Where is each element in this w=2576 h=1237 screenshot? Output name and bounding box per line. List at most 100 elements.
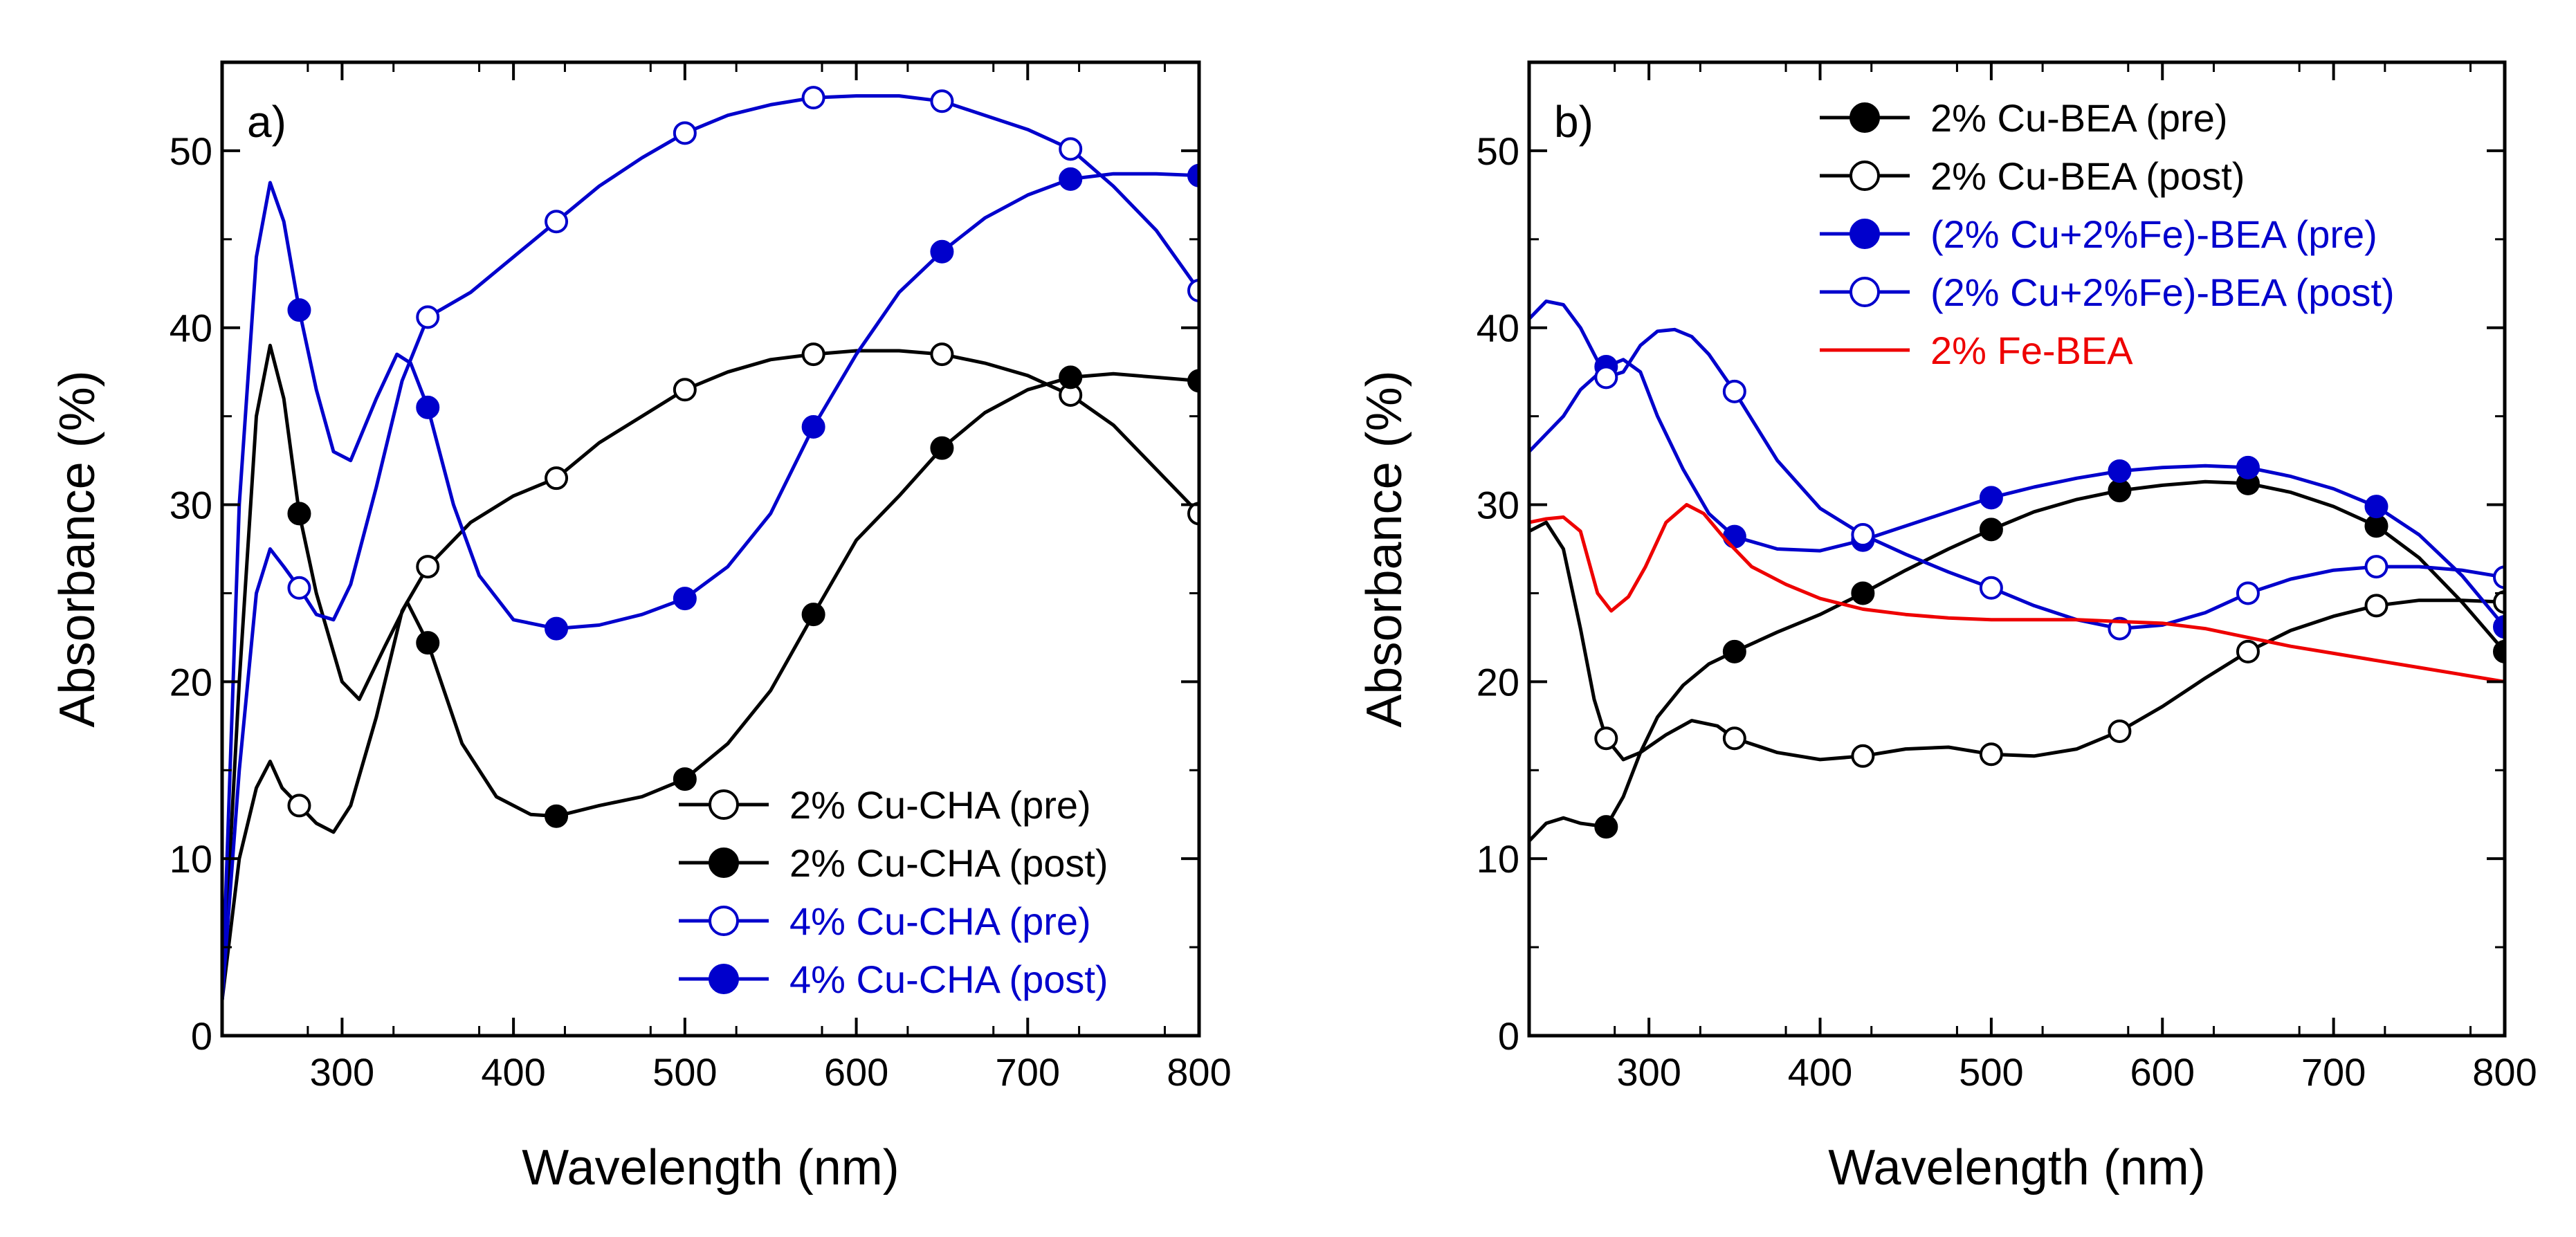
data-point-2-cu-bea-post — [2364, 594, 2388, 618]
data-point-4-cu-cha-post — [1059, 167, 1083, 191]
y-tick-label: 10 — [170, 837, 212, 881]
panel-label: b) — [1554, 97, 1593, 147]
legend: 2% Cu-BEA (pre) 2% Cu-BEA (post) (2% Cu+2%… — [1820, 96, 2395, 372]
y-tick-label: 50 — [1477, 129, 1519, 173]
data-point-2-cu-2-fe-bea-pre — [2493, 615, 2505, 639]
y-tick-label: 30 — [1477, 484, 1519, 527]
plot-frame — [1527, 60, 2507, 1038]
data-point-2-cu-cha-post — [1187, 369, 1199, 393]
data-point-4-cu-cha-pre — [416, 305, 440, 329]
data-point-2-cu-cha-post — [287, 502, 311, 526]
y-tick-label: 20 — [170, 660, 212, 704]
x-tick-label: 500 — [1959, 1050, 2023, 1094]
data-point-4-cu-cha-post — [930, 239, 954, 264]
data-point-4-cu-cha-post — [673, 587, 697, 611]
series-line-2-cu-bea-pre — [1529, 479, 2505, 843]
data-point-4-cu-cha-pre — [1059, 137, 1083, 161]
x-tick-label: 300 — [1616, 1050, 1681, 1094]
x-tick-label: 600 — [824, 1050, 888, 1094]
data-point-4-cu-cha-post — [416, 395, 440, 419]
y-tick-label: 0 — [191, 1014, 212, 1058]
data-point-2-cu-cha-post — [801, 603, 825, 627]
data-point-4-cu-cha-pre — [287, 576, 311, 600]
x-tick-label: 300 — [310, 1050, 374, 1094]
x-tick-label: 700 — [996, 1050, 1060, 1094]
legend-marker-2-cu-bea-pre — [1849, 102, 1880, 133]
data-point-2-cu-bea-post — [1594, 726, 1618, 751]
series-line-2-cu-2-fe-bea-pre — [1529, 358, 2505, 628]
x-tick-label: 400 — [1788, 1050, 1852, 1094]
x-tick-label: 400 — [481, 1050, 545, 1094]
plot-frame — [220, 60, 1201, 1038]
data-point-4-cu-cha-pre — [801, 86, 825, 110]
data-point-2-cu-bea-pre — [2364, 514, 2388, 538]
data-point-4-cu-cha-post — [801, 414, 825, 439]
y-tick-label: 10 — [1477, 837, 1519, 881]
legend-marker-4-cu-cha-post — [709, 964, 739, 994]
data-point-2-cu-bea-post — [1979, 742, 2003, 767]
y-tick-label: 50 — [170, 129, 212, 173]
y-tick-label: 40 — [1477, 306, 1519, 350]
data-point-2-cu-2-fe-bea-pre — [1979, 486, 2003, 510]
data-point-2-cu-2-fe-bea-pre — [2108, 459, 2132, 483]
data-point-2-cu-2-fe-bea-post — [1979, 576, 2003, 600]
x-tick-label: 700 — [2301, 1050, 2366, 1094]
data-point-4-cu-cha-pre — [545, 210, 569, 234]
data-point-2-cu-bea-post — [1722, 726, 1746, 751]
data-point-2-cu-cha-post — [930, 436, 954, 460]
data-point-2-cu-2-fe-bea-post — [1722, 379, 1746, 403]
legend-label-2-cu-bea-post: 2% Cu-BEA (post) — [1930, 154, 2245, 198]
data-point-2-cu-bea-pre — [1722, 639, 1746, 663]
series-line-2-fe-bea — [1529, 503, 2505, 684]
data-point-2-cu-bea-post — [1851, 744, 1875, 768]
data-point-2-cu-cha-pre — [287, 794, 311, 818]
series-line-2-cu-bea-post — [1529, 520, 2505, 762]
data-point-4-cu-cha-pre — [930, 89, 954, 113]
x-axis-label: Wavelength (nm) — [1828, 1140, 2206, 1195]
legend-marker-4-cu-cha-pre — [709, 906, 739, 936]
legend-marker-2-cu-bea-post — [1849, 161, 1880, 191]
data-point-2-cu-cha-post — [416, 631, 440, 655]
legend-label-2-cu-2-fe-bea-post: (2% Cu+2%Fe)-BEA (post) — [1930, 271, 2395, 314]
data-point-2-cu-bea-pre — [2493, 639, 2505, 663]
legend-label-4-cu-cha-post: 4% Cu-CHA (post) — [789, 957, 1108, 1001]
y-tick-label: 40 — [170, 306, 212, 350]
legend-label-2-cu-cha-post: 2% Cu-CHA (post) — [789, 841, 1108, 885]
panel-b: 300 400 500 600 700 800 0 10 20 30 40 50 Wavelength … — [1357, 60, 2537, 1195]
panel-label: a) — [247, 97, 286, 147]
data-point-2-cu-cha-post — [545, 804, 569, 828]
y-axis-label: Absorbance (%) — [50, 370, 105, 727]
legend-label-2-cu-cha-pre: 2% Cu-CHA (pre) — [789, 783, 1091, 827]
data-point-2-cu-bea-pre — [1594, 815, 1618, 839]
data-point-2-cu-cha-post — [1059, 365, 1083, 390]
legend-marker-2-cu-cha-post — [709, 847, 739, 878]
legend-marker-2-cu-cha-pre — [709, 789, 739, 820]
data-point-2-cu-2-fe-bea-pre — [2364, 495, 2388, 519]
data-point-2-cu-cha-pre — [930, 342, 954, 367]
x-tick-label: 600 — [2130, 1050, 2195, 1094]
legend-marker-2-cu-2-fe-bea-post — [1849, 277, 1880, 307]
data-point-2-cu-2-fe-bea-post — [1594, 365, 1618, 390]
data-point-2-cu-bea-pre — [2108, 479, 2132, 503]
x-axis-label: Wavelength (nm) — [522, 1140, 899, 1195]
plot-area — [222, 86, 1199, 1001]
data-point-4-cu-cha-pre — [1187, 279, 1199, 303]
data-point-4-cu-cha-pre — [673, 121, 697, 145]
data-point-2-cu-cha-pre — [801, 342, 825, 367]
y-tick-label: 20 — [1477, 660, 1519, 704]
data-point-2-cu-cha-pre — [416, 555, 440, 579]
data-point-2-cu-2-fe-bea-post — [2493, 565, 2505, 589]
data-point-4-cu-cha-post — [287, 298, 311, 322]
legend-label-2-fe-bea: 2% Fe-BEA — [1930, 329, 2133, 372]
data-point-2-cu-2-fe-bea-post — [2236, 581, 2260, 605]
data-point-2-cu-bea-post — [2493, 590, 2505, 614]
legend-label-2-cu-bea-pre: 2% Cu-BEA (pre) — [1930, 96, 2228, 140]
data-point-2-cu-2-fe-bea-post — [2364, 555, 2388, 579]
data-point-2-cu-2-fe-bea-post — [1851, 523, 1875, 547]
legend: 2% Cu-CHA (pre) 2% Cu-CHA (post) 4% Cu-CHA… — [679, 783, 1108, 1001]
legend-marker-2-cu-2-fe-bea-pre — [1849, 219, 1880, 249]
y-tick-label: 0 — [1498, 1014, 1519, 1058]
data-point-2-cu-bea-post — [2236, 639, 2260, 663]
data-point-2-cu-bea-post — [2108, 719, 2132, 743]
